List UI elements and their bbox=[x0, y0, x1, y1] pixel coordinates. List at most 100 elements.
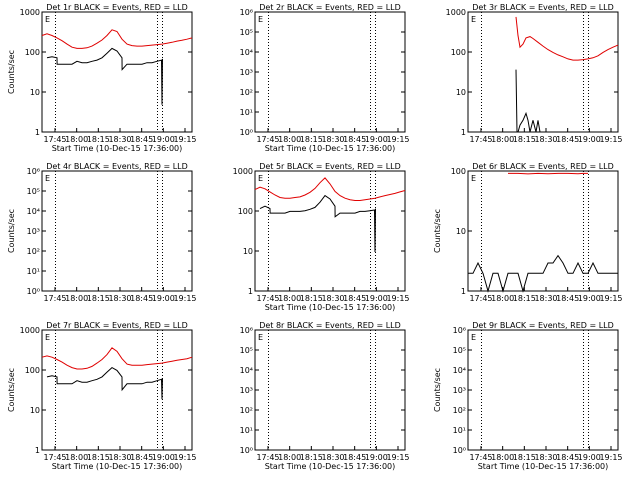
y-tick-label: 10² bbox=[240, 88, 253, 97]
x-axis-label: Start Time (10-Dec-15 17:36:00) bbox=[52, 144, 183, 153]
x-axis-label: Start Time (10-Dec-15 17:36:00) bbox=[478, 462, 609, 471]
x-tick-label: 18:15 bbox=[513, 294, 536, 303]
series-line-lld bbox=[508, 172, 588, 175]
y-tick-label: 1000 bbox=[233, 167, 253, 176]
y-tick-label: 10⁵ bbox=[240, 346, 253, 355]
panel-title: Det 7r BLACK = Events, RED = LLD bbox=[46, 321, 188, 330]
x-tick-label: 18:45 bbox=[130, 135, 153, 144]
x-tick-label: 18:00 bbox=[278, 135, 301, 144]
panel-det-9: Det 9r BLACK = Events, RED = LLD 10⁰ 10¹ 10… bbox=[433, 321, 623, 471]
x-tick-label: 19:15 bbox=[173, 453, 196, 462]
y-tick-label: 10⁶ bbox=[27, 167, 40, 176]
panel-det-3: Det 3r BLACK = Events, RED = LLD 1 10 100 10… bbox=[446, 3, 623, 144]
attenuator-marker: E bbox=[45, 15, 50, 24]
y-tick-label: 1 bbox=[35, 128, 40, 137]
y-tick-label: 1000 bbox=[446, 8, 466, 17]
x-tick-label: 18:00 bbox=[491, 294, 514, 303]
panel-title: Det 6r BLACK = Events, RED = LLD bbox=[472, 162, 614, 171]
y-axis-label: Counts/sec bbox=[7, 209, 16, 253]
x-tick-label: 17:45 bbox=[43, 135, 66, 144]
x-axis-label: Start Time (10-Dec-15 17:36:00) bbox=[265, 144, 396, 153]
series-line-events bbox=[468, 254, 618, 293]
x-tick-label: 19:00 bbox=[152, 135, 175, 144]
x-tick-label: 18:45 bbox=[130, 294, 153, 303]
y-tick-label: 100 bbox=[25, 366, 40, 375]
x-tick-label: 18:15 bbox=[513, 135, 536, 144]
series-line-events bbox=[46, 47, 163, 105]
y-tick-label: 1000 bbox=[20, 8, 40, 17]
y-tick-label: 1 bbox=[248, 287, 253, 296]
y-tick-label: 10⁰ bbox=[240, 128, 253, 137]
plot-frame bbox=[467, 11, 619, 133]
y-tick-label: 10³ bbox=[453, 386, 466, 395]
y-tick-label: 10 bbox=[456, 88, 466, 97]
y-tick-label: 10⁵ bbox=[27, 187, 40, 196]
y-tick-label: 10⁰ bbox=[240, 446, 253, 455]
y-tick-label: 1 bbox=[461, 128, 466, 137]
y-tick-label: 100 bbox=[238, 207, 253, 216]
x-tick-label: 19:00 bbox=[365, 135, 388, 144]
y-tick-label: 10⁰ bbox=[27, 287, 40, 296]
y-tick-label: 1000 bbox=[20, 326, 40, 335]
x-axis-label: Start Time (10-Dec-15 17:36:00) bbox=[52, 462, 183, 471]
x-tick-label: 18:30 bbox=[534, 135, 557, 144]
y-tick-label: 10⁴ bbox=[27, 207, 40, 216]
y-tick-label: 10 bbox=[243, 247, 253, 256]
x-tick-label: 19:15 bbox=[386, 135, 409, 144]
x-tick-label: 18:45 bbox=[130, 453, 153, 462]
y-tick-label: 10⁰ bbox=[453, 446, 466, 455]
panel-det-1: Det 1r BLACK = Events, RED = LLD 1 10 100 10… bbox=[7, 3, 197, 153]
panel-title: Det 4r BLACK = Events, RED = LLD bbox=[46, 162, 188, 171]
x-tick-label: 18:15 bbox=[87, 135, 110, 144]
x-tick-label: 17:45 bbox=[469, 453, 492, 462]
plot-frame bbox=[467, 329, 619, 451]
x-tick-label: 18:30 bbox=[108, 135, 131, 144]
x-axis-label: Start Time (10-Dec-15 17:36:00) bbox=[265, 303, 396, 312]
x-tick-label: 19:15 bbox=[599, 135, 622, 144]
x-tick-label: 18:45 bbox=[556, 294, 579, 303]
x-tick-label: 19:00 bbox=[578, 453, 601, 462]
x-tick-label: 18:00 bbox=[65, 135, 88, 144]
x-tick-label: 18:30 bbox=[108, 453, 131, 462]
y-tick-label: 10 bbox=[30, 406, 40, 415]
plot-frame bbox=[254, 170, 406, 292]
x-tick-label: 18:15 bbox=[513, 453, 536, 462]
y-tick-label: 1 bbox=[461, 287, 466, 296]
x-tick-label: 18:00 bbox=[65, 453, 88, 462]
x-tick-label: 17:45 bbox=[43, 294, 66, 303]
x-tick-label: 18:15 bbox=[87, 294, 110, 303]
attenuator-marker: E bbox=[258, 174, 263, 183]
attenuator-marker: E bbox=[258, 15, 263, 24]
series-line-events bbox=[515, 69, 543, 133]
x-tick-label: 18:30 bbox=[321, 135, 344, 144]
attenuator-marker: E bbox=[45, 333, 50, 342]
plot-frame bbox=[41, 11, 193, 133]
x-tick-label: 18:00 bbox=[278, 294, 301, 303]
y-tick-label: 10² bbox=[453, 406, 466, 415]
plot-frame bbox=[254, 11, 406, 133]
x-tick-label: 18:30 bbox=[321, 294, 344, 303]
x-tick-label: 18:15 bbox=[300, 135, 323, 144]
panel-title: Det 3r BLACK = Events, RED = LLD bbox=[472, 3, 614, 12]
panel-title: Det 9r BLACK = Events, RED = LLD bbox=[472, 321, 614, 330]
y-tick-label: 100 bbox=[451, 167, 466, 176]
x-tick-label: 17:45 bbox=[256, 135, 279, 144]
y-tick-label: 10⁵ bbox=[453, 346, 466, 355]
x-tick-label: 18:15 bbox=[300, 294, 323, 303]
y-axis-label: Counts/sec bbox=[433, 368, 442, 412]
y-tick-label: 10³ bbox=[240, 68, 253, 77]
y-tick-label: 10¹ bbox=[27, 267, 40, 276]
attenuator-marker: E bbox=[471, 333, 476, 342]
attenuator-marker: E bbox=[471, 15, 476, 24]
panel-title: Det 8r BLACK = Events, RED = LLD bbox=[259, 321, 401, 330]
plot-frame bbox=[254, 329, 406, 451]
panel-title: Det 5r BLACK = Events, RED = LLD bbox=[259, 162, 401, 171]
x-tick-label: 19:00 bbox=[152, 453, 175, 462]
x-tick-label: 19:00 bbox=[578, 135, 601, 144]
plot-frame bbox=[41, 329, 193, 451]
plot-frame bbox=[41, 170, 193, 292]
x-tick-label: 18:30 bbox=[534, 453, 557, 462]
x-tick-label: 19:15 bbox=[599, 294, 622, 303]
x-tick-label: 18:45 bbox=[556, 135, 579, 144]
panel-det-7: Det 7r BLACK = Events, RED = LLD 1 10 100 10… bbox=[7, 321, 197, 471]
